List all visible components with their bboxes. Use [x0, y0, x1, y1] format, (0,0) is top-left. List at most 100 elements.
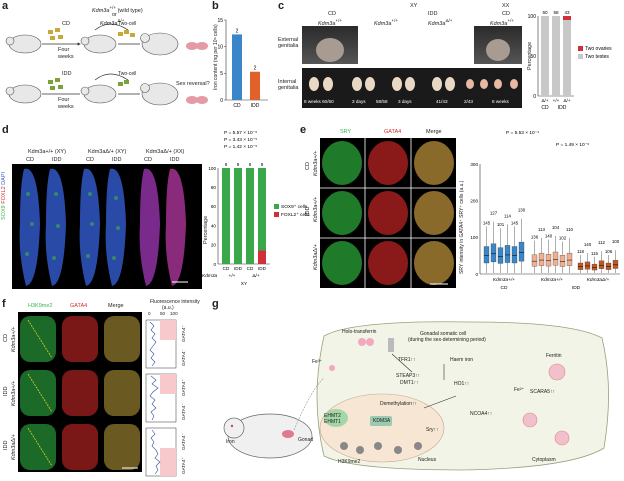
c-bar-cat: Δ/+	[541, 98, 548, 103]
g-diagram	[223, 321, 609, 471]
d-bar-n: 6	[225, 162, 228, 167]
d-stain-labels: SOX9 FOXL2 DAPI	[1, 171, 7, 220]
d-xy: XY	[241, 281, 248, 287]
c-group-cd: CD	[541, 105, 549, 111]
weeks-label-bottom: weeks	[58, 104, 74, 110]
d-sub-5: IDD	[170, 157, 180, 163]
c-bar-n: 58	[553, 10, 559, 15]
c-cd: CD	[328, 11, 336, 17]
g-scara5: SCARA5↑↑	[530, 389, 556, 395]
c-bt-5: 2/43	[464, 99, 473, 104]
e-box	[538, 252, 545, 266]
e-n: 118	[577, 249, 585, 254]
g-fe2: Fe²⁺	[514, 387, 525, 393]
c-idd: IDD	[428, 11, 438, 17]
c-geno3: Kdm3aΔ/+	[428, 18, 453, 27]
d-legend-swatch	[274, 212, 279, 217]
d-legend-swatch	[274, 204, 279, 209]
g-ehmt2: EHMT2	[324, 413, 341, 419]
g-fe3: Fe³⁺	[312, 359, 323, 365]
e-pval-0: P = 5.53 × 10⁻⁴	[506, 130, 539, 136]
panel-f: H3K9me2 GATA4 Merge Fluorescence intensi…	[0, 298, 210, 481]
f-side-0b: GATA4⁻	[181, 349, 186, 366]
e-box	[591, 263, 598, 271]
e-box	[552, 251, 559, 266]
c-legend-label: Two testes	[585, 54, 609, 60]
panel-d-label: d	[2, 124, 9, 136]
e-box	[490, 243, 497, 263]
c-bt-4: 41/43	[436, 99, 448, 104]
panel-b-chart: Iron content (ng per 10⁶ cells) 0 5 10 15 2 C…	[212, 0, 272, 118]
c-ytick-label: 0	[533, 94, 536, 100]
c-bt-3: 3 days	[398, 99, 412, 104]
e-ytick-label: 200	[470, 198, 478, 203]
c-bar-n: 43	[564, 10, 570, 15]
d-bar-cat: CD	[247, 266, 254, 271]
e-gata4-head: GATA4	[384, 129, 402, 135]
e-box	[545, 254, 552, 267]
c-legend-label: Two ovaries	[585, 46, 612, 52]
e-n: 140	[545, 234, 553, 239]
e-n: 100	[612, 239, 620, 244]
d-geno-dp: Δ/+	[252, 273, 260, 279]
d-ytick-label: 20	[211, 243, 217, 248]
mouse-genotype-top: Kdm3a+/+ (wild type)	[92, 5, 143, 14]
d-kdm: Kdm3a	[202, 273, 218, 279]
d-bar-cat: CD	[223, 266, 230, 271]
c-legend-swatch	[578, 54, 583, 59]
d-pval: P = 5.57 × 10⁻⁶	[224, 130, 257, 136]
b-bar-cd	[232, 34, 242, 100]
g-title1: Gonadal somatic cell	[420, 331, 467, 337]
g-ehmt1: EHMT1	[324, 419, 341, 425]
e-box	[483, 246, 490, 264]
e-merge-head: Merge	[426, 129, 442, 135]
e-row0-geno: Kdm3a+/+	[313, 150, 319, 176]
d-bar-cat: IDD	[258, 266, 267, 271]
d-bar-n: 9	[261, 162, 264, 167]
e-images	[320, 138, 456, 288]
two-cell-top: Two-cell	[118, 21, 137, 27]
c-legend-swatch	[578, 46, 583, 51]
panel-e: SRY GATA4 Merge CD Kdm3a+/+ IDD Kdm3a+/+…	[300, 124, 624, 294]
idd-label-bottom: IDD	[62, 71, 72, 77]
f-row2-geno: Kdm3aΔ/+	[11, 434, 17, 460]
c-geno4: Kdm3a+/+	[490, 18, 515, 27]
e-row2-geno: Kdm3aΔ/+	[313, 244, 319, 270]
e-box	[531, 254, 538, 267]
panel-b-label: b	[212, 0, 219, 12]
c-bar-testes	[563, 20, 571, 96]
c-ytick-label: 50	[530, 54, 536, 60]
f-tick-2: 100	[170, 311, 178, 316]
e-box	[605, 262, 612, 270]
e-group-label: Kdm3a+/+	[493, 277, 515, 283]
c-bar-testes	[541, 16, 549, 96]
panel-e-label: e	[300, 124, 307, 136]
f-side-1b: GATA4⁻	[181, 403, 186, 420]
e-n: 114	[504, 213, 512, 218]
f-tick-1: 50	[160, 311, 166, 316]
e-n: 130	[518, 208, 526, 213]
c-group-idd: IDD	[558, 105, 567, 111]
e-ytick-label: 100	[470, 235, 478, 240]
b-bar-idd	[250, 71, 260, 100]
c-cd2: CD	[502, 11, 510, 17]
g-kdm3a: KDM3A	[373, 418, 391, 424]
panel-c-label: c	[278, 0, 285, 12]
g-sry: Sry↑↑	[426, 427, 439, 433]
e-box	[577, 262, 584, 270]
f-side-1a: GATA4⁺	[181, 379, 186, 396]
sex-reversal-text: Sex reversal?	[176, 81, 210, 87]
e-box	[511, 246, 518, 264]
b-bar-label: IDD	[251, 103, 260, 109]
e-n: 127	[490, 211, 498, 216]
g-gonad: Gonad	[298, 437, 314, 443]
cd-label-top: CD	[62, 21, 70, 27]
b-bar-n: 2	[254, 66, 257, 72]
c-bt-2: 58/58	[376, 99, 388, 104]
b-bar-n: 2	[236, 28, 239, 34]
f-side-2b: GATA4⁺	[181, 457, 186, 474]
g-ferritin: Ferritin	[546, 353, 562, 359]
panel-a-diagram	[5, 23, 208, 106]
c-bt-6: 8 weeks	[492, 99, 509, 104]
e-box	[612, 260, 619, 269]
